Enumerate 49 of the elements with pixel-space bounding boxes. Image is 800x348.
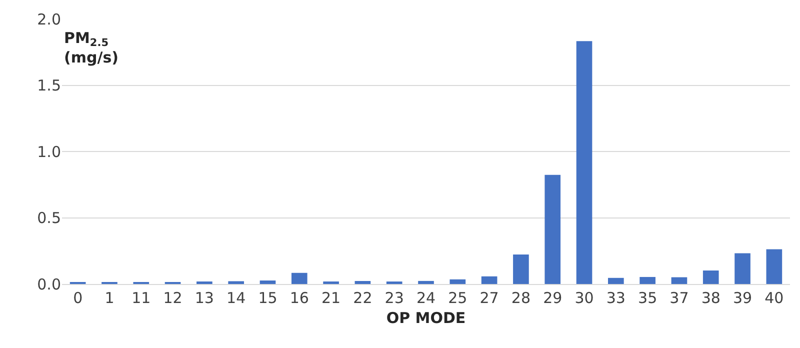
y-tick-label: 2.0 — [37, 10, 61, 28]
bar — [513, 254, 529, 284]
x-tick-label: 27 — [480, 289, 499, 307]
x-tick-label: 21 — [321, 289, 341, 307]
x-tick-label: 11 — [132, 289, 151, 307]
x-tick-label: 29 — [543, 289, 562, 307]
x-tick-label: 0 — [73, 289, 83, 307]
bar — [228, 281, 244, 284]
x-tick-label: 25 — [448, 289, 468, 307]
x-tick-label: 38 — [701, 289, 720, 307]
bar — [481, 276, 498, 284]
x-tick-label: 24 — [416, 289, 436, 307]
bar — [291, 272, 308, 284]
bar — [734, 253, 750, 284]
y-tick-label: 1.0 — [37, 142, 61, 161]
y-tick-label: 0.0 — [37, 275, 61, 294]
bar — [544, 174, 561, 284]
bar — [450, 279, 466, 284]
x-tick-label: 23 — [384, 289, 404, 307]
bar — [418, 280, 434, 284]
x-tick-label: 15 — [258, 289, 278, 307]
x-tick-label: 39 — [732, 289, 752, 307]
bar — [766, 249, 782, 284]
bar — [576, 41, 592, 284]
x-tick-label: 12 — [163, 289, 182, 307]
x-tick-label: 30 — [574, 289, 594, 307]
bar — [260, 280, 276, 284]
y-axis-title: PM$_{2.5}$ (mg/s) — [64, 29, 118, 66]
bar — [386, 281, 402, 284]
bar — [323, 281, 339, 284]
x-tick-label: 1 — [104, 289, 114, 307]
bar — [671, 277, 688, 284]
x-tick-label: 37 — [670, 289, 689, 307]
y-tick-label: 0.5 — [37, 209, 61, 227]
x-tick-label: 14 — [226, 289, 246, 307]
x-tick-label: 28 — [511, 289, 531, 307]
x-axis-title: OP MODE — [386, 309, 466, 327]
x-tick-label: 22 — [353, 289, 372, 307]
y-tick-label: 1.5 — [37, 76, 61, 94]
x-tick-label: 33 — [606, 289, 626, 307]
bar — [702, 270, 719, 284]
bar — [608, 278, 624, 284]
bar — [196, 281, 212, 284]
bar — [640, 276, 656, 284]
bar — [354, 280, 371, 284]
x-tick-label: 40 — [764, 289, 784, 307]
x-tick-label: 35 — [638, 289, 658, 307]
x-tick-label: 16 — [290, 289, 309, 307]
x-tick-label: 13 — [194, 289, 214, 307]
